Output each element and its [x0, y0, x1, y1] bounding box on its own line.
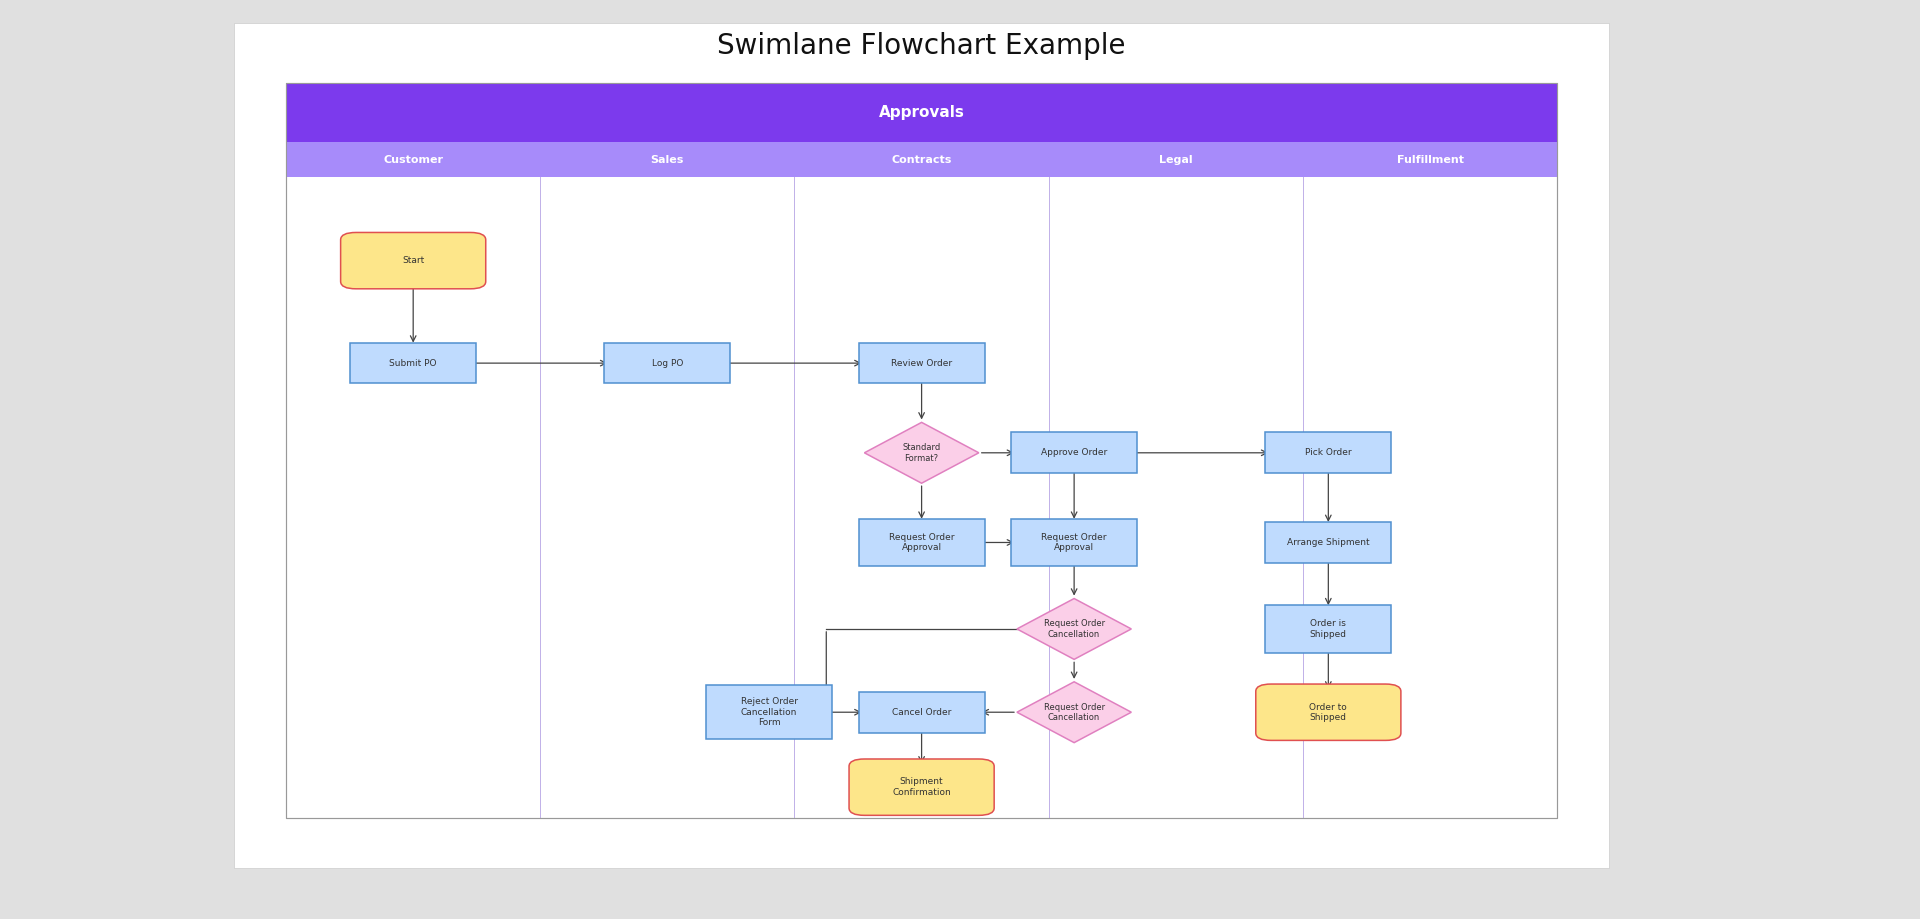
FancyBboxPatch shape [1256, 684, 1402, 741]
FancyBboxPatch shape [286, 142, 1557, 177]
FancyBboxPatch shape [1265, 522, 1392, 562]
FancyBboxPatch shape [234, 23, 1609, 868]
Text: Order is
Shipped: Order is Shipped [1309, 619, 1346, 639]
Text: Request Order
Cancellation: Request Order Cancellation [1044, 702, 1104, 722]
FancyBboxPatch shape [605, 343, 730, 383]
FancyBboxPatch shape [1265, 606, 1392, 652]
FancyBboxPatch shape [858, 343, 985, 383]
Text: Legal: Legal [1160, 155, 1192, 165]
Text: Request Order
Approval: Request Order Approval [889, 533, 954, 552]
FancyBboxPatch shape [1012, 433, 1137, 473]
Text: Customer: Customer [384, 155, 444, 165]
FancyBboxPatch shape [1012, 519, 1137, 566]
FancyBboxPatch shape [849, 759, 995, 815]
Text: Arrange Shipment: Arrange Shipment [1286, 538, 1369, 547]
Text: Approvals: Approvals [879, 105, 964, 120]
Text: Review Order: Review Order [891, 358, 952, 368]
Text: Cancel Order: Cancel Order [893, 708, 950, 717]
Text: Start: Start [401, 256, 424, 266]
Text: Pick Order: Pick Order [1306, 448, 1352, 458]
Text: Order to
Shipped: Order to Shipped [1309, 702, 1348, 722]
FancyBboxPatch shape [858, 692, 985, 732]
Text: Request Order
Approval: Request Order Approval [1041, 533, 1106, 552]
Text: Shipment
Confirmation: Shipment Confirmation [893, 777, 950, 797]
Text: Reject Order
Cancellation
Form: Reject Order Cancellation Form [741, 698, 797, 727]
Text: Log PO: Log PO [651, 358, 684, 368]
FancyBboxPatch shape [340, 233, 486, 289]
FancyBboxPatch shape [349, 343, 476, 383]
Text: Submit PO: Submit PO [390, 358, 438, 368]
Polygon shape [864, 423, 979, 483]
FancyBboxPatch shape [286, 83, 1557, 818]
FancyBboxPatch shape [707, 686, 831, 739]
Text: Approve Order: Approve Order [1041, 448, 1108, 458]
Text: Standard
Format?: Standard Format? [902, 443, 941, 462]
Text: Contracts: Contracts [891, 155, 952, 165]
Text: Sales: Sales [651, 155, 684, 165]
Polygon shape [1018, 598, 1131, 659]
FancyBboxPatch shape [286, 83, 1557, 142]
Text: Swimlane Flowchart Example: Swimlane Flowchart Example [718, 32, 1125, 60]
FancyBboxPatch shape [858, 519, 985, 566]
Text: Fulfillment: Fulfillment [1396, 155, 1463, 165]
Text: Request Order
Cancellation: Request Order Cancellation [1044, 619, 1104, 639]
FancyBboxPatch shape [1265, 433, 1392, 473]
Polygon shape [1018, 682, 1131, 743]
